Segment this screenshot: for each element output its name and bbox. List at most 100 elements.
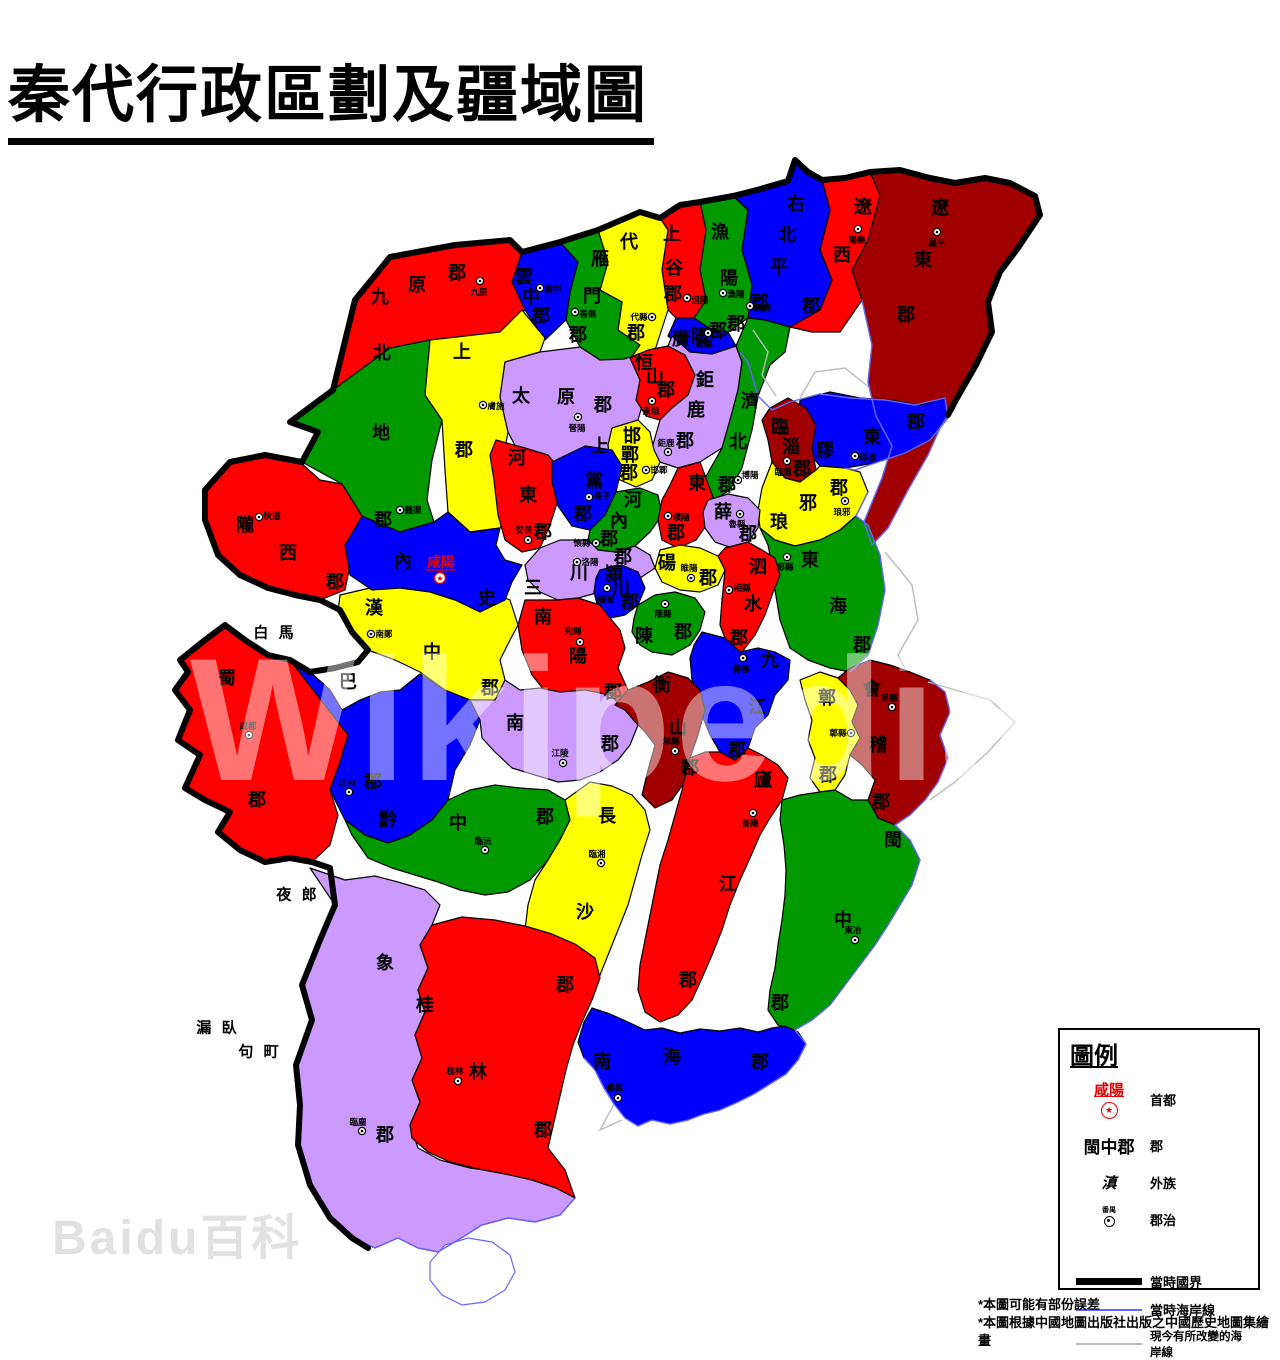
- region-label: 隴: [236, 514, 254, 535]
- seat-dot-icon: [785, 555, 789, 559]
- seat-dot-icon: [594, 541, 598, 545]
- region-label: 郡: [801, 296, 820, 316]
- legend-item-coast-line: 當時海岸線: [1068, 1300, 1250, 1319]
- legend-item-capital: 咸陽 ★ 首都: [1068, 1079, 1250, 1119]
- seat-dot-icon: [685, 296, 689, 300]
- region-label: 郡: [852, 635, 871, 655]
- seat-name: 琅邪: [833, 507, 851, 517]
- changed-coastline: [752, 329, 777, 397]
- seat-dot-icon: [853, 938, 857, 942]
- region-label: 潁: [605, 564, 624, 584]
- region-label: 郡: [750, 293, 769, 313]
- seat-name: 博陽: [741, 470, 759, 480]
- seat-dot-icon: [587, 495, 591, 499]
- seat-dot-icon: [576, 415, 580, 419]
- seat-name: 番禺: [605, 1083, 623, 1093]
- region-label: 郡: [906, 412, 925, 432]
- seat-name: 臨沅: [474, 836, 492, 846]
- seat-name: 晉陽: [568, 423, 586, 433]
- region-label: 濟: [741, 390, 759, 411]
- seat-name: 東垣: [642, 406, 660, 416]
- region-label: 郡: [373, 510, 392, 530]
- seat-dot-icon: [398, 508, 402, 512]
- region-label: 內: [394, 551, 412, 571]
- region-label: 海: [829, 595, 847, 616]
- seat-dot-icon: [856, 227, 860, 231]
- region-label: 東: [914, 249, 932, 270]
- capital-star-icon: ★: [1100, 1102, 1118, 1119]
- seat-dot-icon: [456, 1079, 460, 1083]
- region-label: 郡: [680, 758, 699, 778]
- region-桂林郡: [409, 916, 601, 1199]
- region-label: 陽: [569, 646, 587, 666]
- capital-star-icon: ★: [436, 574, 443, 583]
- baidu-watermark: Baidu百科: [52, 1212, 303, 1265]
- seat-name: 鄣縣: [829, 728, 847, 738]
- region-label: 臨: [771, 417, 789, 437]
- seat-name: 南鄭: [375, 629, 393, 639]
- region-label: 郡: [375, 1125, 394, 1145]
- region-label: 遼: [931, 197, 950, 218]
- region-label: 琅: [770, 511, 788, 532]
- legend-item-tribe: 滇 外族: [1068, 1172, 1250, 1193]
- region-label: 郡: [533, 1120, 552, 1140]
- legend-capital-symbol: 咸陽: [1093, 1082, 1124, 1099]
- region-label: 代: [619, 232, 638, 252]
- region-label: 原: [408, 275, 426, 295]
- region-label: 郡: [620, 592, 639, 612]
- seat-name: 桂林: [445, 1066, 464, 1076]
- region-臨淄郡: [761, 397, 817, 483]
- region-巴郡: [289, 659, 481, 844]
- footnote-1: *本圖可能有部份誤差: [978, 1297, 1101, 1312]
- capital-name: 咸陽: [427, 554, 455, 570]
- region-label: 郡: [363, 772, 382, 792]
- coastline-icon: [1076, 1308, 1142, 1311]
- region-label: 象: [376, 952, 394, 973]
- region-label: 郡: [708, 321, 727, 341]
- region-label: 郡: [726, 314, 745, 334]
- region-label: 泗: [749, 556, 767, 577]
- region-泗水郡: [717, 541, 781, 653]
- region-label: 北: [778, 225, 796, 245]
- seat-dot-icon: [727, 588, 731, 592]
- changed-coastline: [799, 367, 871, 399]
- seat-dot-icon: [666, 450, 670, 454]
- region-label: 郡: [770, 993, 789, 1013]
- region-label: 桂: [415, 994, 434, 1015]
- region-label: 江: [748, 697, 766, 717]
- seat-dot-icon: [369, 632, 373, 636]
- region-label: 郡: [750, 1052, 769, 1072]
- region-label: 郡: [454, 440, 473, 460]
- region-河內郡: [587, 487, 663, 553]
- region-label: 郡: [663, 284, 682, 304]
- seat-name: 濮陽: [672, 512, 690, 522]
- seat-dot-icon: [578, 640, 582, 644]
- seat-name: 無終: [754, 303, 772, 313]
- seat-dot-icon: [736, 478, 740, 482]
- seat-dot-icon: [666, 514, 670, 518]
- legend-commandery-symbol: 閩中郡: [1083, 1138, 1135, 1157]
- region-label: 郡: [698, 568, 717, 588]
- changed-coastline: [884, 551, 919, 669]
- region-label: 郡: [619, 463, 638, 483]
- footnotes: *本圖可能有部份誤差 *本圖根據中國地圖出版社出版之中國歷史地圖集繪畫: [978, 1296, 1280, 1350]
- legend-item-seat: 番禺 郡治: [1068, 1207, 1250, 1232]
- region-label: 郡: [656, 380, 675, 400]
- seat-name: 番陽: [740, 818, 759, 828]
- region-label: 鹿: [687, 399, 705, 420]
- seat-dot-icon: [935, 230, 939, 234]
- region-label: 中: [834, 909, 852, 930]
- region-label: 九: [760, 650, 779, 670]
- region-label: 江: [719, 874, 737, 894]
- seat-dot-icon: [478, 279, 482, 283]
- region-label: 遼: [854, 196, 873, 217]
- seat-dot-icon: [538, 286, 542, 290]
- national-border: [172, 387, 371, 1251]
- region-label: 郡: [818, 765, 837, 785]
- region-label: 廬: [754, 769, 772, 790]
- region-陳郡: [631, 591, 706, 656]
- seat-name: 洛陽: [581, 557, 599, 567]
- footnote-2: *本圖根據中國地圖出版社出版之中國歷史地圖集繪畫: [978, 1315, 1270, 1348]
- page-title: 秦代行政區劃及疆域圖: [8, 44, 655, 145]
